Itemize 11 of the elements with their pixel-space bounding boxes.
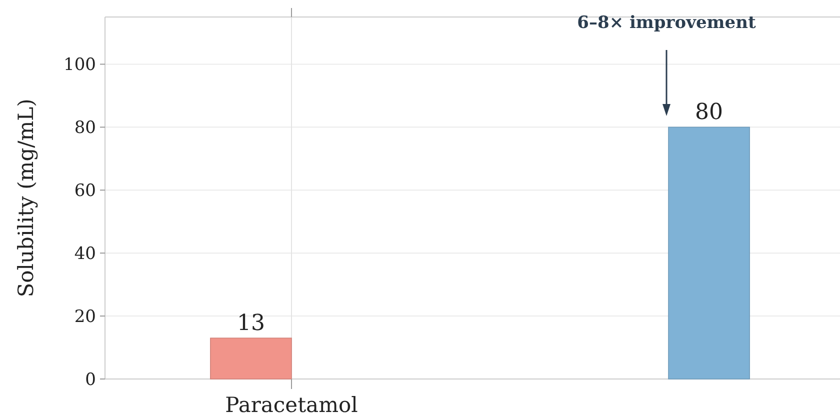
- y-tick-label: 80: [74, 118, 96, 138]
- annotation: 6–8× improvement: [577, 13, 756, 33]
- x-tick-label: Paracetamol: [225, 393, 358, 417]
- y-tick-label: 0: [85, 370, 96, 390]
- y-axis-title: Solubility (mg/mL): [14, 98, 38, 298]
- y-tick-label: 100: [64, 55, 96, 76]
- data-label: 80: [695, 100, 724, 126]
- y-tick-label: 60: [74, 181, 96, 202]
- y-tick-label: 40: [74, 244, 96, 264]
- y-tick-label: 20: [74, 306, 96, 327]
- data-label: 13: [236, 311, 265, 336]
